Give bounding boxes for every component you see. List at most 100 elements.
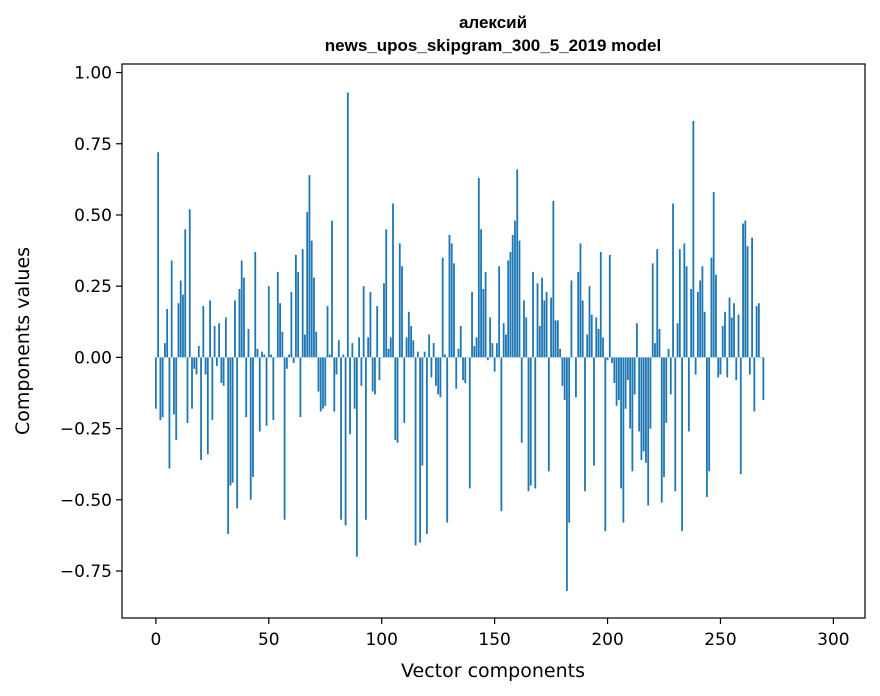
- bar-component-217: [645, 357, 647, 463]
- bar-component-140: [471, 291, 473, 358]
- bar-component-5: [166, 308, 169, 358]
- bar-component-170: [538, 326, 541, 358]
- bar-component-47: [261, 351, 263, 358]
- bar-component-202: [611, 357, 613, 364]
- bar-component-263: [748, 357, 751, 375]
- bar-component-130: [448, 234, 451, 358]
- bar-component-194: [593, 357, 595, 466]
- bar-component-232: [678, 249, 681, 358]
- bar-component-215: [640, 357, 643, 460]
- bar-component-229: [672, 203, 674, 358]
- bar-component-44: [254, 251, 257, 358]
- bar-component-238: [692, 120, 695, 358]
- bar-component-127: [441, 257, 444, 358]
- bar-component-166: [529, 357, 532, 486]
- bar-component-231: [676, 323, 679, 358]
- bar-component-63: [297, 271, 300, 358]
- bar-component-260: [742, 223, 744, 358]
- bar-component-50: [267, 286, 270, 358]
- bar-component-164: [525, 317, 528, 358]
- bar-component-163: [523, 300, 525, 358]
- bar-component-18: [195, 357, 198, 375]
- bar-component-225: [663, 357, 665, 478]
- bar-component-107: [396, 357, 399, 443]
- bar-component-174: [547, 357, 550, 472]
- bar-component-120: [425, 357, 428, 534]
- bar-component-257: [735, 357, 738, 381]
- bar-component-234: [683, 243, 686, 358]
- bar-component-39: [243, 277, 245, 358]
- bar-component-112: [407, 311, 410, 358]
- bar-component-250: [719, 357, 722, 375]
- bar-component-135: [459, 326, 462, 358]
- bar-component-93: [365, 357, 367, 520]
- bar-component-181: [563, 357, 566, 401]
- bar-component-102: [385, 229, 388, 358]
- bar-component-258: [737, 314, 740, 358]
- bar-component-246: [710, 257, 713, 358]
- bar-component-19: [197, 345, 200, 358]
- bar-component-96: [371, 357, 374, 392]
- bar-component-196: [597, 328, 600, 358]
- bar-component-152: [498, 266, 501, 358]
- bar-component-159: [514, 220, 516, 358]
- bar-component-27: [215, 357, 218, 366]
- bar-component-22: [204, 357, 207, 375]
- bar-component-176: [552, 200, 555, 358]
- bar-component-158: [511, 234, 514, 358]
- bar-component-126: [439, 357, 442, 398]
- bar-component-267: [757, 303, 760, 358]
- bar-component-242: [701, 266, 704, 358]
- bar-component-117: [419, 357, 422, 543]
- bar-component-92: [362, 286, 365, 358]
- bar-component-167: [532, 271, 534, 358]
- bar-component-201: [608, 254, 611, 358]
- bar-component-212: [633, 357, 636, 395]
- bar-component-133: [455, 357, 458, 389]
- x-tick-label: 150: [478, 630, 510, 650]
- bar-component-243: [703, 311, 706, 358]
- bar-component-233: [681, 357, 683, 532]
- bar-component-227: [667, 348, 670, 358]
- bar-component-178: [556, 320, 559, 358]
- bar-component-31: [224, 317, 227, 358]
- bar-component-103: [387, 348, 390, 358]
- bar-component-251: [721, 326, 724, 358]
- bar-component-161: [518, 240, 521, 358]
- bar-component-106: [394, 357, 397, 440]
- chart-subtitle: news_upos_skipgram_300_5_2019 model: [325, 36, 661, 55]
- bar-component-51: [270, 354, 272, 358]
- bar-component-264: [751, 237, 753, 358]
- bar-component-118: [421, 357, 424, 466]
- bar-component-223: [658, 328, 661, 358]
- y-tick-label: 0.75: [74, 135, 112, 155]
- bar-component-13: [184, 229, 187, 358]
- x-axis-label: Vector components: [401, 660, 585, 682]
- bar-component-66: [304, 334, 306, 358]
- bar-component-121: [428, 334, 431, 358]
- bar-component-149: [491, 343, 494, 358]
- bar-component-87: [351, 343, 354, 358]
- bar-component-78: [331, 220, 333, 358]
- bar-component-84: [344, 357, 347, 526]
- bar-component-35: [234, 300, 236, 358]
- bar-component-145: [482, 289, 485, 358]
- y-tick-label: −0.50: [60, 491, 112, 511]
- bar-component-108: [398, 243, 401, 358]
- bar-component-38: [240, 260, 243, 358]
- bar-component-73: [319, 357, 322, 412]
- bar-component-57: [283, 357, 286, 520]
- bar-component-254: [728, 297, 731, 358]
- bar-component-8: [173, 357, 175, 415]
- bar-component-153: [500, 357, 503, 512]
- bar-component-150: [493, 357, 496, 372]
- bar-component-42: [249, 357, 252, 500]
- bar-component-82: [340, 357, 342, 520]
- bar-component-65: [301, 249, 304, 358]
- bar-component-83: [342, 354, 345, 358]
- bar-component-175: [550, 297, 552, 358]
- bar-component-205: [617, 357, 620, 401]
- y-tick-label: 1.00: [74, 64, 112, 84]
- bar-component-128: [444, 354, 446, 358]
- bar-component-98: [376, 306, 379, 358]
